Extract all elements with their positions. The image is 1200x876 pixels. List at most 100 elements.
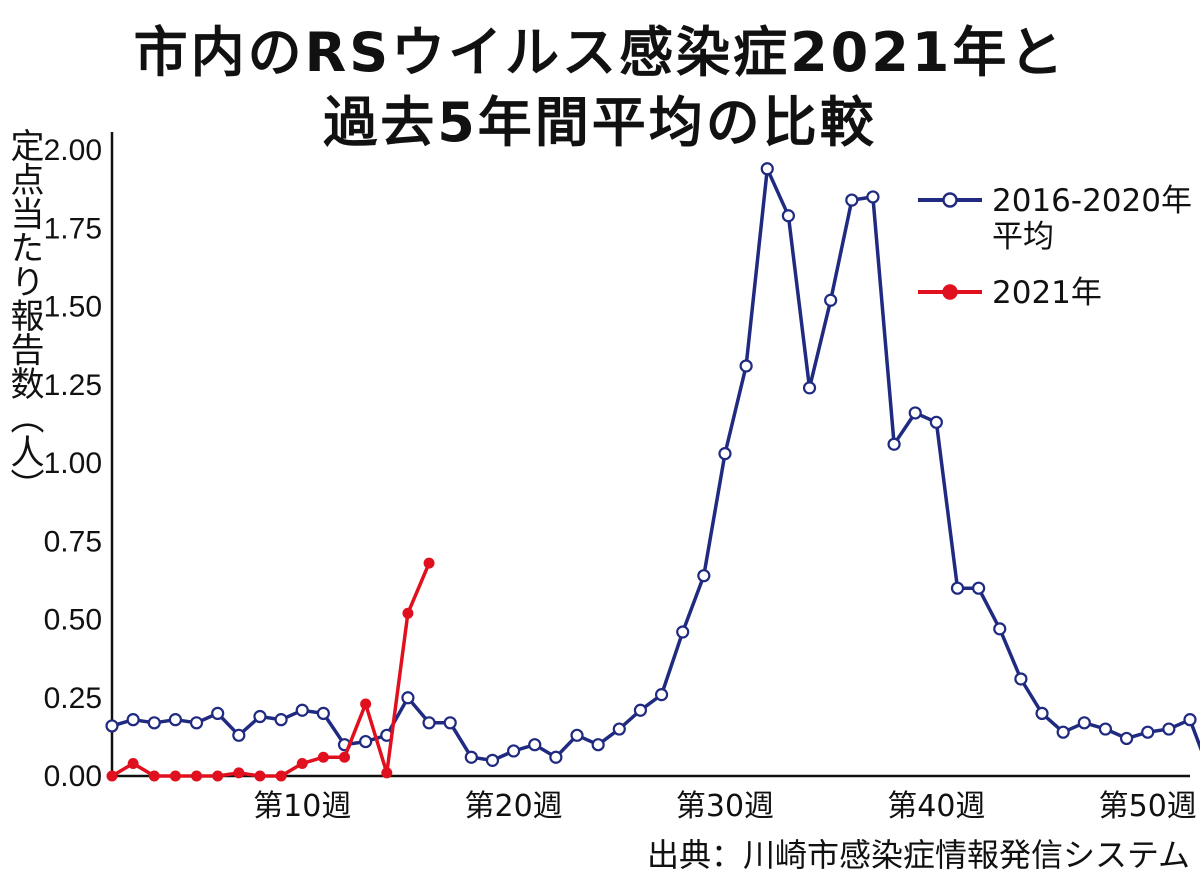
data-point [191,770,203,782]
data-point [381,767,393,779]
data-point [1035,706,1049,721]
data-point [1183,713,1197,727]
data-point [1077,716,1091,730]
data-point [528,738,542,752]
y-tick-label: 0.25 [44,682,102,715]
data-point [233,767,245,779]
data-point [570,728,584,742]
y-tick-label: 1.00 [44,447,102,480]
x-tick-label: 第10週 [253,789,351,824]
data-point [591,738,605,752]
data-point [718,447,732,461]
data-point [211,706,225,721]
data-point [845,193,859,207]
data-point [232,728,246,742]
data-point [887,437,901,451]
legend-marker [942,284,958,300]
data-point [654,688,669,702]
data-point [1162,722,1176,736]
data-point [866,190,880,204]
data-point [401,691,415,705]
data-point [464,750,478,764]
legend-label: 2016-2020年 [992,183,1192,219]
chart-title-line-2: 過去5年間平均の比較 [323,91,877,154]
chart-title-line-1: 市内のRSウイルス感染症2021年と [133,21,1067,84]
data-point [254,770,266,782]
x-tick-label: 第50週 [1099,789,1197,824]
data-point [760,162,774,176]
data-point [339,751,351,763]
data-point [127,757,139,769]
data-point [676,625,690,639]
data-point [295,703,309,717]
series-2 [106,557,435,782]
data-point [253,709,267,724]
axes [110,132,1190,778]
data-point [423,557,435,569]
y-tick-label: 0.75 [44,525,102,558]
series-1 [105,162,1200,767]
y-axis-label: 定点当たり報告数（人） [4,128,44,502]
legend-marker [942,192,958,208]
data-point [147,716,161,730]
x-tick-label: 第40週 [887,789,985,824]
data-point [106,770,118,782]
legend-label: 平均 [992,219,1054,255]
data-point [212,770,224,782]
data-point [443,716,457,730]
data-point [1014,672,1028,686]
data-point [274,713,288,727]
x-tick-labels: 第10週 第20週 第30週 第40週 第50週 [253,789,1197,824]
data-point [189,716,204,730]
data-point [316,706,330,721]
legend-item-2: 2021年 [918,275,1102,311]
series-line [111,167,1200,763]
data-point [169,770,181,782]
data-point [1141,725,1155,739]
data-point [929,415,943,429]
y-tick-label: 1.50 [44,291,102,324]
plot-area [105,162,1200,782]
legend-label: 2021年 [992,275,1102,311]
data-point [824,293,838,307]
y-tick-label: 1.75 [44,212,102,245]
data-point [296,757,308,769]
data-point [612,722,626,736]
y-tick-label: 0.50 [44,604,102,637]
data-point [697,569,711,583]
data-point [422,716,436,730]
series-line [111,562,431,778]
data-point [360,698,372,710]
data-point [402,607,414,619]
data-point [105,719,119,733]
data-point [972,581,986,595]
data-point [908,406,922,420]
data-point [507,744,521,758]
data-point [633,703,648,717]
y-tick-label: 0.00 [44,760,102,793]
data-point [148,770,160,782]
y-tick-label: 2.00 [44,134,102,167]
x-tick-label: 第30週 [676,789,774,824]
data-point [1056,725,1070,739]
source-note: 出典：川崎市感染症情報発信システム [646,836,1190,874]
data-point [993,622,1007,636]
data-point [739,359,753,373]
x-tick-label: 第20週 [465,789,563,824]
data-point [781,209,795,223]
y-tick-labels: 0.00 0.25 0.50 0.75 1.00 1.25 1.50 1.75 2.00 [44,134,102,793]
data-point [359,734,373,749]
data-point [549,750,563,764]
data-point [1119,731,1134,746]
data-point [802,381,817,395]
y-tick-label: 1.25 [44,369,102,402]
data-point [317,751,329,763]
data-point [168,713,183,727]
data-point [485,753,500,767]
data-point [275,770,287,782]
data-point [950,581,965,595]
data-point [1098,722,1113,736]
